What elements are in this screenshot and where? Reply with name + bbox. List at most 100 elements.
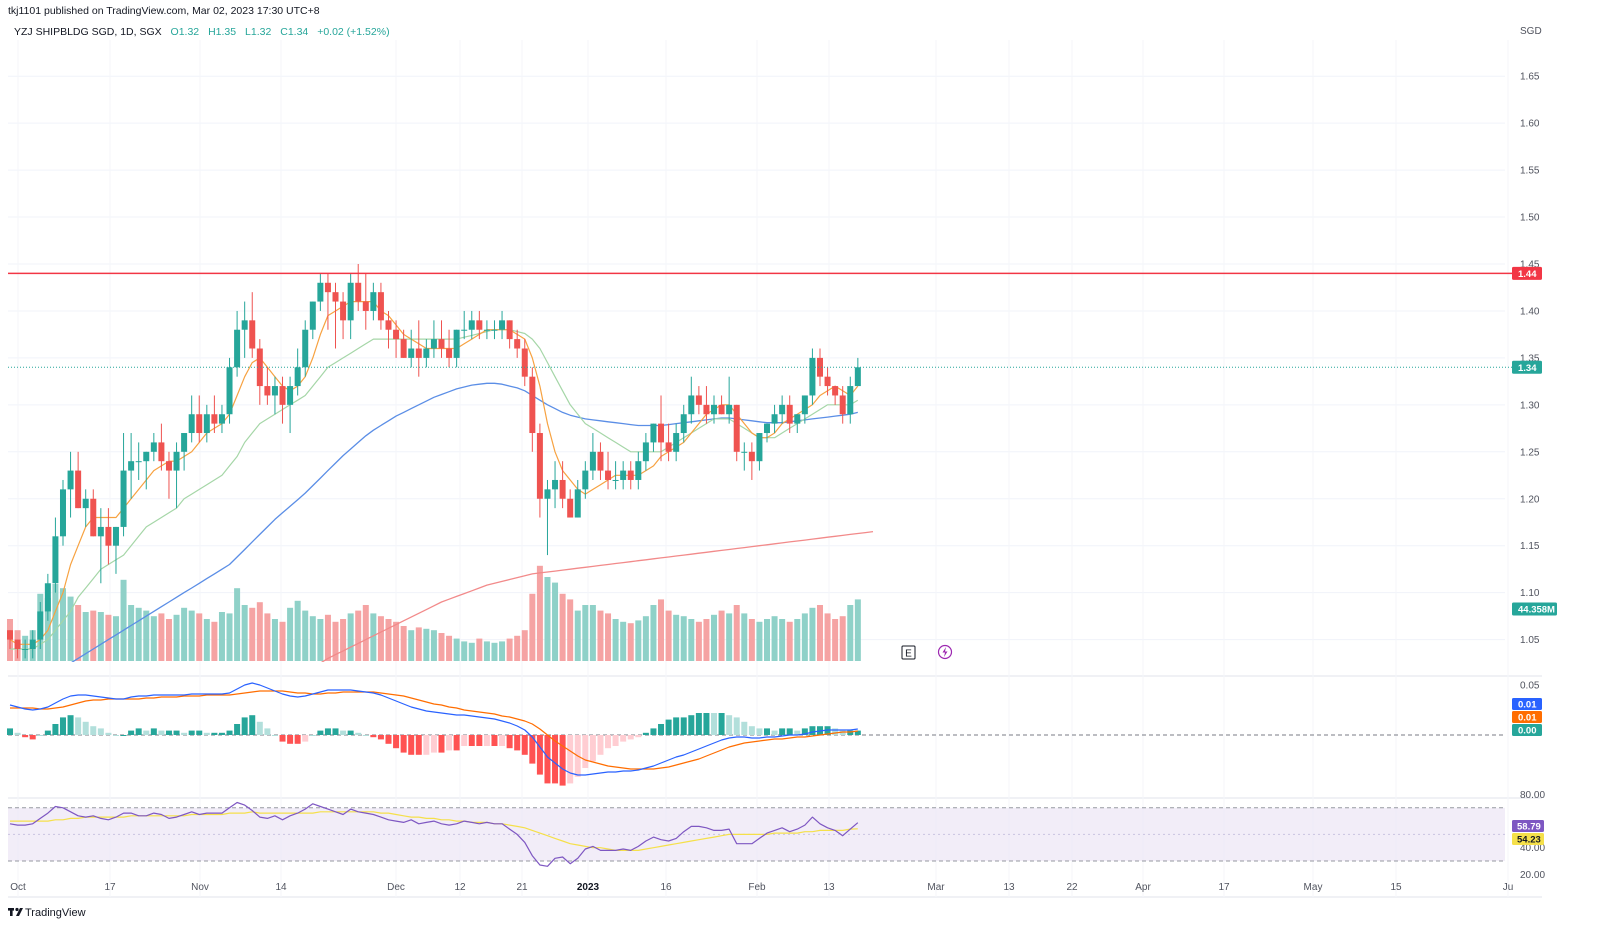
candle-body	[377, 292, 384, 321]
macd-histogram-bar	[650, 728, 657, 735]
macd-histogram-bar	[90, 726, 97, 735]
volume-bar	[415, 627, 422, 661]
candle	[181, 433, 188, 471]
time-tick-label: 17	[104, 882, 116, 893]
candle-body	[143, 451, 150, 462]
candle	[733, 404, 740, 462]
volume-bar	[264, 613, 271, 661]
macd-histogram-bar	[854, 730, 861, 735]
volume-bar	[408, 630, 415, 661]
last-price-tag-bg	[1512, 360, 1542, 374]
volume-bar	[688, 619, 695, 661]
price-tick-label: 1.25	[1520, 447, 1540, 458]
candle-body	[680, 414, 687, 434]
candle	[673, 423, 680, 462]
time-tick-label: Nov	[191, 882, 209, 893]
candle	[711, 395, 718, 424]
volume-bar	[658, 599, 665, 661]
candle-body	[112, 526, 119, 546]
legend-close: C1.34	[280, 26, 308, 38]
volume-bar	[733, 605, 740, 661]
legend-open: O1.32	[171, 26, 200, 38]
candle-body	[287, 386, 294, 405]
legend-high: H1.35	[208, 26, 236, 38]
candle	[552, 461, 559, 509]
volume-bar	[226, 613, 233, 661]
rsi-value-tag: 58.79	[1517, 822, 1541, 833]
volume-bar	[521, 630, 528, 661]
candle-body	[408, 348, 415, 358]
time-tick-label: 13	[823, 882, 835, 893]
macd-histogram-bar	[612, 735, 619, 746]
volume-bar	[476, 638, 483, 661]
time-tick-label: Feb	[748, 882, 766, 893]
candle	[37, 602, 44, 649]
candle-body	[446, 348, 453, 358]
candle	[347, 273, 354, 340]
candle-body	[552, 479, 559, 490]
candle	[105, 508, 112, 565]
volume-bar	[468, 642, 475, 661]
macd-value-tag: 0.01	[1518, 700, 1537, 711]
rsi-indicator[interactable]: 80.00 40.00 20.00 58.79 54.23	[9, 790, 1545, 881]
price-tick-label: 1.35	[1520, 353, 1540, 364]
volume-bar	[355, 610, 362, 661]
candle	[446, 329, 453, 368]
macd-histogram-bar	[362, 735, 369, 736]
candle	[29, 630, 36, 659]
macd-histogram-bar	[14, 732, 21, 735]
earnings-marker[interactable]: E	[901, 645, 916, 660]
candle-body	[635, 461, 642, 480]
candle-body	[847, 386, 854, 415]
candle-body	[150, 442, 157, 452]
volume-bar	[499, 641, 506, 661]
macd-indicator[interactable]: 0.05 0.01 0.01 0.00	[7, 681, 1542, 786]
candle-body	[733, 404, 740, 452]
volume-bar	[605, 613, 612, 661]
candle	[779, 395, 786, 424]
earnings-marker-label: E	[905, 649, 912, 660]
candle	[317, 273, 324, 311]
volume-bar	[536, 565, 543, 661]
candle-body	[211, 414, 218, 424]
candle-body	[794, 414, 801, 424]
macd-histogram-bar	[839, 730, 846, 735]
candle-body	[165, 461, 172, 471]
time-axis[interactable]: Oct 17 Nov 14 Dec 12 21 2023 16 Feb 13 Mar 13 22 Apr 17…	[10, 882, 1513, 893]
volume-bar	[105, 614, 112, 661]
candle	[468, 310, 475, 340]
volume-bar	[544, 577, 551, 661]
volume-bar	[347, 613, 354, 661]
volume-bar	[839, 616, 846, 661]
price-axis[interactable]: SGD 1.65 1.60 1.55 1.50 1.45 1.40 1.35 1.30 1.25…	[1520, 26, 1542, 646]
time-tick-label: 14	[275, 882, 287, 893]
rsi-ma-value-tag: 54.23	[1517, 835, 1541, 846]
time-tick-label: Apr	[1135, 882, 1151, 893]
volume-bar	[718, 610, 725, 661]
candle	[196, 395, 203, 443]
candle-body	[824, 376, 831, 387]
macd-histogram-bar	[430, 735, 437, 753]
candle	[279, 376, 286, 424]
volume-bar	[324, 614, 331, 661]
candlestick-series[interactable]	[7, 264, 861, 659]
candle	[605, 451, 612, 490]
candle-body	[234, 329, 241, 368]
candle	[529, 367, 536, 452]
macd-histogram-bar	[97, 728, 104, 735]
candle	[332, 282, 339, 349]
time-tick-label: May	[1304, 882, 1323, 893]
resistance-line[interactable]	[8, 272, 1512, 368]
lightning-event-icon[interactable]	[937, 644, 953, 660]
volume-bar	[211, 621, 218, 661]
candle-body	[241, 320, 248, 330]
candle-body	[128, 461, 135, 471]
candle-body	[529, 376, 536, 434]
tradingview-logo[interactable]: TradingView	[8, 907, 86, 919]
candle	[173, 442, 180, 509]
candle	[589, 433, 596, 480]
macd-histogram-bar	[226, 730, 233, 735]
candle-body	[854, 367, 861, 387]
macd-histogram-bar	[408, 735, 415, 755]
